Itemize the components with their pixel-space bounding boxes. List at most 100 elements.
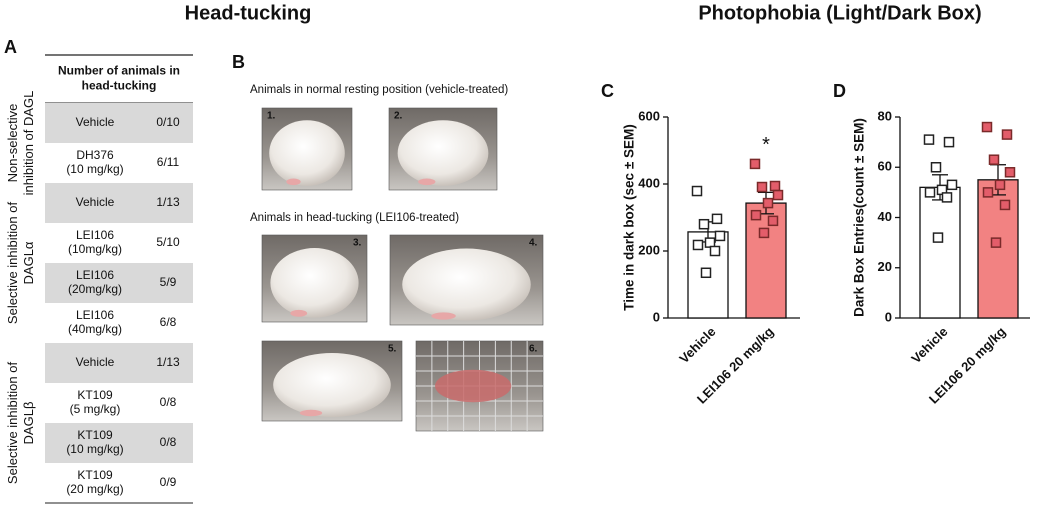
data-point	[930, 162, 942, 173]
treatment-cell-line: KT109	[77, 428, 113, 442]
y-tick-label: 60	[878, 159, 892, 174]
treatment-cell-line: Vehicle	[76, 195, 115, 209]
group-label: Selective inhibition ofDAGLα	[5, 202, 36, 325]
panel-label: C	[601, 81, 614, 101]
count-cell: 1/13	[156, 355, 180, 369]
row-shade	[45, 183, 193, 223]
treatment-cell: Vehicle	[76, 355, 115, 369]
treatment-cell-line: (10 mg/kg)	[66, 162, 123, 176]
data-point	[1001, 129, 1013, 140]
y-tick-label: 0	[653, 309, 660, 324]
data-point	[943, 136, 955, 148]
count-cell: 6/8	[160, 315, 177, 329]
data-point	[988, 154, 1000, 165]
treatment-cell-line: LEI106	[76, 308, 114, 322]
treatment-cell-line: LEI106	[76, 268, 114, 282]
y-tick-label: 20	[878, 259, 892, 274]
data-point	[758, 227, 770, 239]
data-point	[709, 245, 721, 257]
photo-caption: Animals in normal resting position (vehi…	[250, 84, 508, 96]
data-point	[767, 215, 779, 227]
count-cell: 0/8	[160, 395, 177, 409]
significance-marker: *	[762, 134, 770, 156]
count-cell: 5/9	[160, 275, 177, 289]
group-label-line: Selective inhibition of	[5, 362, 20, 485]
table-header: Number of animals in head-tucking	[58, 64, 180, 93]
animal	[402, 248, 531, 321]
count-cell: 0/8	[160, 435, 177, 449]
panel-label: A	[4, 37, 17, 57]
table-header-line: Number of animals in	[58, 64, 180, 78]
group-label-line: Non-selective	[5, 104, 20, 183]
animal	[270, 248, 359, 318]
data-point	[1004, 167, 1016, 178]
treatment-cell-line: KT109	[77, 468, 113, 482]
photo-number: 1.	[267, 111, 276, 122]
data-point	[769, 180, 781, 192]
treatment-cell: LEI106 (10mg/kg)	[68, 228, 122, 256]
section-title: Head-tucking	[185, 2, 312, 24]
section-title: Photophobia (Light/Dark Box)	[698, 2, 981, 24]
data-point	[762, 197, 774, 209]
data-point	[946, 179, 958, 191]
count-cell: 5/10	[156, 235, 180, 249]
row-shade	[45, 343, 193, 383]
data-point	[711, 213, 723, 225]
photo-number: 5.	[388, 344, 397, 355]
data-point	[772, 189, 784, 201]
data-point	[756, 181, 768, 193]
animal	[397, 120, 489, 186]
y-tick-label: 600	[638, 108, 660, 123]
paw	[299, 409, 323, 417]
x-tick-label: Vehicle	[676, 324, 718, 366]
count-cell: 0/10	[156, 115, 180, 129]
treatment-cell-line: (40mg/kg)	[68, 322, 122, 336]
data-point	[924, 187, 936, 198]
y-axis-label: Dark Box Entries(count ± SEM)	[852, 118, 867, 317]
paw	[290, 309, 308, 317]
treatment-cell-line: (10mg/kg)	[68, 242, 122, 256]
count-cell: 0/9	[160, 475, 177, 489]
data-point	[691, 185, 703, 197]
bar	[745, 202, 787, 319]
treatment-cell-line: (20 mg/kg)	[66, 482, 123, 496]
treatment-cell-line: (20mg/kg)	[68, 282, 122, 296]
data-point	[750, 209, 762, 221]
data-point	[941, 192, 953, 203]
treatment-cell-line: (5 mg/kg)	[70, 402, 121, 416]
table-header-line: head-tucking	[82, 79, 157, 93]
data-point	[994, 179, 1006, 191]
animal	[269, 120, 345, 186]
data-point	[990, 237, 1002, 248]
group-label-line: Selective inhibition of	[5, 202, 20, 325]
treatment-cell: Vehicle	[76, 195, 115, 209]
data-point	[923, 134, 935, 145]
y-tick-label: 0	[885, 309, 892, 324]
row-shade	[45, 103, 193, 143]
bar	[919, 186, 961, 319]
animal	[273, 353, 391, 417]
data-point	[714, 230, 726, 242]
treatment-cell: LEI106 (20mg/kg)	[68, 268, 122, 296]
treatment-cell-line: Vehicle	[76, 115, 115, 129]
paw	[418, 178, 436, 186]
y-axis-label: Time in dark box (sec ± SEM)	[622, 124, 637, 310]
row-shade	[45, 263, 193, 303]
group-label: Selective inhibition ofDAGLβ	[5, 362, 36, 485]
treatment-cell-line: (10 mg/kg)	[66, 442, 123, 456]
data-point	[932, 232, 944, 243]
data-point	[749, 158, 761, 170]
y-tick-label: 400	[638, 175, 660, 190]
photo-number: 4.	[529, 238, 538, 249]
data-point	[999, 199, 1011, 211]
y-tick-label: 40	[878, 209, 892, 224]
treatment-cell-line: KT109	[77, 388, 113, 402]
photo-number: 3.	[353, 238, 362, 249]
treatment-cell: KT109 (20 mg/kg)	[66, 468, 123, 496]
treatment-cell-line: Vehicle	[76, 355, 115, 369]
bar	[977, 179, 1019, 319]
y-tick-label: 80	[878, 108, 892, 123]
treatment-cell-line: LEI106	[76, 228, 114, 242]
